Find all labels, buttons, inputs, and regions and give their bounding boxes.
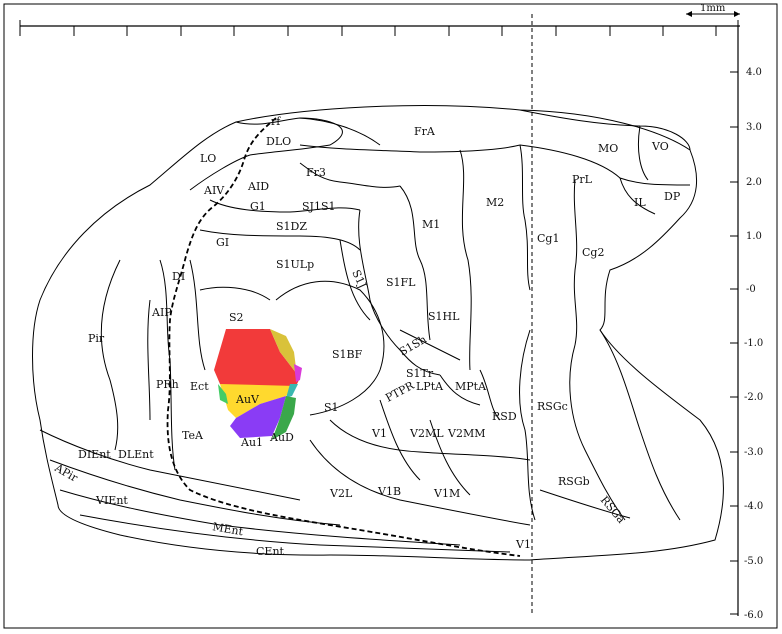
label-ment: MEnt bbox=[211, 520, 244, 538]
tick-label: -6.0 bbox=[744, 610, 763, 621]
patch-teal bbox=[286, 384, 298, 398]
label-rsgc: RSGc bbox=[537, 400, 568, 413]
label-s1: S1 bbox=[324, 401, 339, 414]
label-fra: FrA bbox=[414, 125, 436, 138]
top-axis bbox=[19, 20, 740, 36]
label-vo: VO bbox=[651, 140, 669, 153]
label-v1: V1 bbox=[371, 427, 387, 440]
label-s1tr: S1Tr bbox=[406, 367, 434, 380]
label-ptpr: PTPR bbox=[383, 379, 417, 405]
patch-yellow bbox=[220, 384, 296, 418]
patch-red bbox=[214, 329, 300, 392]
label-s2: S2 bbox=[229, 311, 244, 324]
label-s1ulp: S1ULp bbox=[276, 258, 314, 271]
tick-label: -5.0 bbox=[744, 556, 763, 567]
label-v2ml: V2ML bbox=[409, 427, 444, 440]
label-vient: VIEnt bbox=[95, 494, 128, 507]
label-dlo: DLO bbox=[266, 135, 291, 148]
tick-label: -2.0 bbox=[744, 392, 763, 403]
patch-magenta bbox=[294, 364, 302, 382]
label-aid: AID bbox=[247, 180, 269, 193]
patch-green-light bbox=[218, 384, 228, 404]
label-pir: Pir bbox=[88, 332, 105, 345]
label-s1bf: S1BF bbox=[332, 348, 363, 361]
label-tea: TeA bbox=[182, 429, 204, 442]
label-dlent: DLEnt bbox=[118, 448, 154, 461]
tick-label: 1.0 bbox=[746, 231, 762, 242]
label-rsgb: RSGb bbox=[558, 475, 590, 488]
label-aiv: AIV bbox=[203, 184, 225, 197]
label-lo: LO bbox=[200, 152, 216, 165]
highlight-patches bbox=[214, 329, 302, 440]
label-ect: Ect bbox=[190, 380, 209, 393]
patch-olive bbox=[270, 329, 300, 378]
label-v1-lower: V1 bbox=[515, 538, 531, 551]
label-aud: AuD bbox=[269, 431, 294, 444]
region-outlines bbox=[32, 105, 724, 561]
label-mpta: MPtA bbox=[455, 380, 487, 393]
tick-label: -4.0 bbox=[744, 501, 763, 512]
label-dient: DIEnt bbox=[78, 448, 111, 461]
label-m1: M1 bbox=[422, 218, 440, 231]
label-lpta: LPtA bbox=[416, 380, 444, 393]
label-au1: Au1 bbox=[240, 436, 263, 449]
label-rsd: RSD bbox=[492, 410, 517, 423]
label-m2: M2 bbox=[486, 196, 504, 209]
tick-label: 3.0 bbox=[746, 122, 762, 133]
label-s1hl: S1HL bbox=[428, 310, 460, 323]
tick-label: -3.0 bbox=[744, 447, 763, 458]
rhinal-fissure bbox=[166, 117, 521, 557]
label-sj1s1: SJ1S1 bbox=[302, 200, 335, 213]
tick-label: -1.0 bbox=[744, 338, 763, 349]
label-aip: AIP bbox=[151, 306, 172, 319]
tick-label: -0 bbox=[746, 284, 756, 295]
tick-label: 2.0 bbox=[746, 177, 762, 188]
label-prl: PrL bbox=[572, 173, 593, 186]
label-gi: GI bbox=[216, 236, 229, 249]
label-rf: rf bbox=[271, 115, 281, 128]
label-prh: PRh bbox=[156, 378, 179, 391]
patch-purple bbox=[230, 396, 286, 438]
label-g1: G1 bbox=[250, 200, 266, 213]
label-v2mm: V2MM bbox=[447, 427, 485, 440]
label-s1fl: S1FL bbox=[386, 276, 416, 289]
label-cg1: Cg1 bbox=[537, 232, 559, 245]
right-axis: 4.0 3.0 2.0 1.0 -0 -1.0 -2.0 -3.0 -4.0 -… bbox=[730, 26, 763, 621]
label-il: IL bbox=[634, 196, 646, 209]
scale-bar: 1mm bbox=[686, 3, 740, 17]
label-v1b: V1B bbox=[377, 485, 401, 498]
label-v2l: V2L bbox=[329, 487, 353, 500]
label-mo: MO bbox=[598, 142, 618, 155]
patch-green-dark bbox=[272, 396, 296, 440]
label-apir: APir bbox=[52, 461, 81, 485]
label-cent: CEnt bbox=[256, 545, 285, 558]
label-auv: AuV bbox=[235, 393, 260, 406]
label-fr3: Fr3 bbox=[306, 166, 326, 179]
label-s1dz: S1DZ bbox=[276, 220, 307, 233]
label-cg2: Cg2 bbox=[582, 246, 604, 259]
label-dp: DP bbox=[664, 190, 681, 203]
label-di: DI bbox=[172, 270, 185, 283]
tick-label: 4.0 bbox=[746, 67, 762, 78]
scale-bar-label: 1mm bbox=[700, 3, 726, 14]
frame bbox=[3, 3, 778, 629]
label-v1m: V1M bbox=[433, 487, 460, 500]
